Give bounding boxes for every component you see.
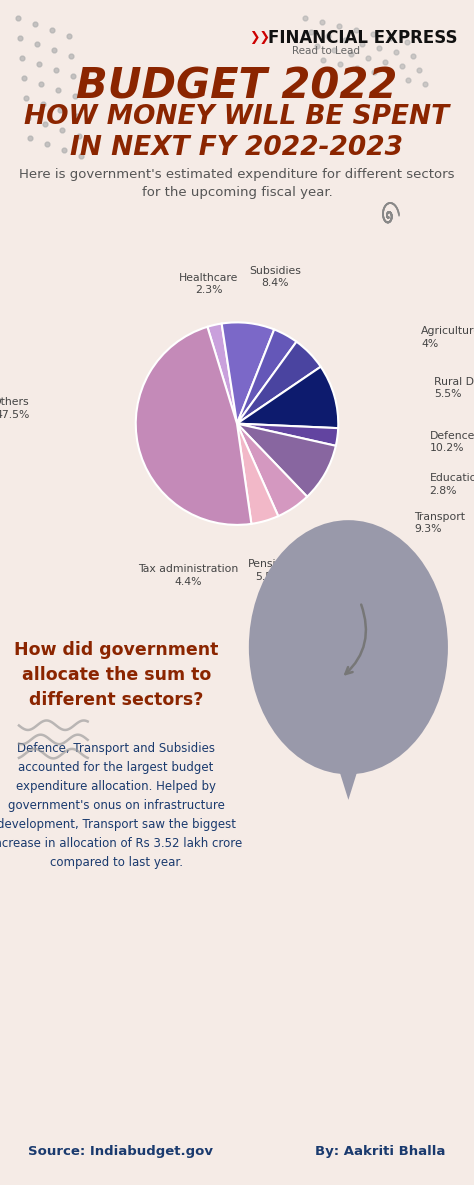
Text: Here is government's estimated expenditure for different sectors
for the upcomin: Here is government's estimated expenditu… (19, 168, 455, 199)
Wedge shape (237, 329, 296, 424)
Wedge shape (208, 324, 237, 424)
Text: FINANCIAL EXPRESS: FINANCIAL EXPRESS (268, 28, 457, 47)
Text: Rural Development
5.5%: Rural Development 5.5% (435, 377, 474, 399)
Text: Healthcare
2.3%: Healthcare 2.3% (179, 273, 238, 295)
Text: By: Aakriti Bhalla: By: Aakriti Bhalla (315, 1146, 446, 1158)
Wedge shape (237, 424, 278, 524)
Text: ❯❯: ❯❯ (249, 32, 270, 44)
Text: Tax administration
4.4%: Tax administration 4.4% (138, 564, 238, 587)
Text: HOW MONEY WILL BE SPENT
IN NEXT FY 2022-2023: HOW MONEY WILL BE SPENT IN NEXT FY 2022-… (25, 104, 449, 161)
Text: BUDGET 2022: BUDGET 2022 (76, 65, 398, 108)
Wedge shape (237, 366, 338, 428)
Text: Transport
9.3%: Transport 9.3% (414, 512, 465, 534)
Text: Education
2.8%: Education 2.8% (429, 473, 474, 495)
Text: Pension
5.5%: Pension 5.5% (248, 559, 291, 582)
Wedge shape (237, 424, 307, 517)
Wedge shape (237, 341, 321, 424)
Text: Source: Indiabudget.gov: Source: Indiabudget.gov (28, 1146, 213, 1158)
Text: Others
47.5%: Others 47.5% (0, 397, 29, 419)
Wedge shape (136, 327, 251, 525)
Text: How did government
allocate the sum to
different sectors?: How did government allocate the sum to d… (14, 641, 219, 710)
Text: Read to Lead: Read to Lead (292, 46, 359, 56)
Wedge shape (237, 424, 338, 446)
Wedge shape (237, 424, 336, 497)
Text: Defence
10.2%: Defence 10.2% (429, 430, 474, 453)
Text: Defence, Transport and Subsidies
accounted for the largest budget
expenditure al: Defence, Transport and Subsidies account… (0, 742, 242, 870)
Text: Agriculture
4%: Agriculture 4% (421, 326, 474, 348)
Text: Total outlay of Budget
expenditure (FY 2022-23)
is Rs 39.45 lakh crore: Total outlay of Budget expenditure (FY 2… (253, 622, 444, 673)
Wedge shape (222, 322, 274, 424)
Text: Subsidies
8.4%: Subsidies 8.4% (249, 265, 301, 288)
